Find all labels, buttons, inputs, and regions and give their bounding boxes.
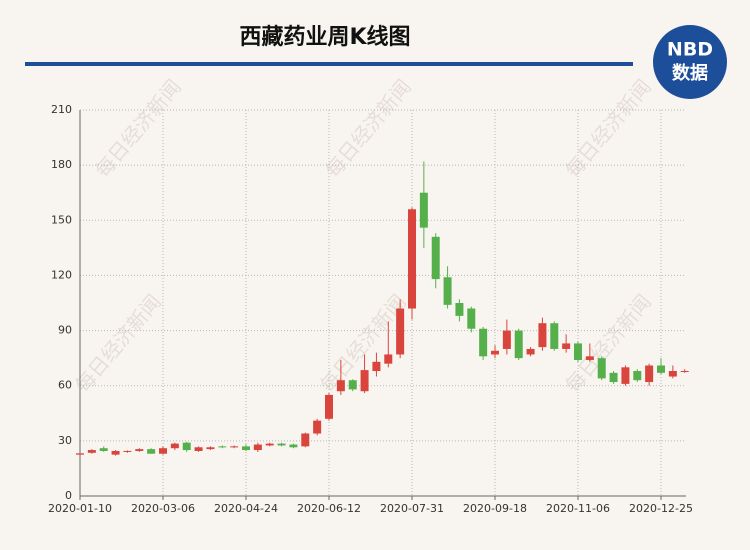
candle-body: [597, 358, 606, 379]
candle-body: [502, 330, 511, 349]
candle-body: [526, 348, 535, 355]
candle-body: [443, 277, 452, 305]
logo-top: NBD: [667, 39, 713, 61]
candle-body: [218, 446, 227, 448]
y-tick-label: 60: [58, 379, 72, 392]
y-tick-label: 180: [51, 158, 72, 171]
candle-body: [135, 449, 144, 451]
candle-body: [668, 371, 677, 377]
candle-body: [514, 330, 523, 359]
x-tick-label: 2020-07-31: [380, 502, 444, 515]
candle-body: [301, 433, 310, 447]
logo-bottom: 数据: [672, 62, 708, 84]
candle-body: [585, 356, 594, 360]
logo: [653, 25, 727, 99]
chart-title: 西藏药业周K线图: [239, 24, 410, 50]
candle-body: [265, 443, 274, 446]
x-tick-label: 2020-09-18: [463, 502, 527, 515]
candle-body: [372, 361, 381, 372]
candle-body: [396, 308, 405, 355]
x-tick-label: 2020-11-06: [546, 502, 610, 515]
candle-body: [550, 323, 559, 349]
candle-body: [99, 448, 108, 451]
candle-body: [431, 236, 440, 280]
candle-body: [360, 370, 369, 392]
y-tick-label: 210: [51, 103, 72, 116]
candle-body: [609, 372, 618, 383]
candle-body: [111, 450, 120, 455]
candle-body: [325, 394, 333, 419]
candle-body: [657, 365, 665, 373]
candle-body: [159, 448, 167, 454]
x-tick-label: 2020-12-25: [629, 502, 693, 515]
y-tick-label: 0: [65, 489, 72, 502]
candle-body: [206, 447, 215, 450]
candle-body: [408, 209, 416, 309]
candle-body: [194, 447, 203, 451]
candle-body: [313, 420, 322, 434]
candle-body: [182, 442, 191, 451]
candle-body: [147, 449, 156, 454]
y-tick-label: 120: [51, 268, 72, 281]
candle-body: [419, 192, 428, 228]
candle-body: [467, 308, 476, 329]
candle-body: [479, 328, 488, 357]
x-tick-label: 2020-04-24: [214, 502, 278, 515]
x-tick-label: 2020-01-10: [48, 502, 112, 515]
candle-body: [253, 444, 262, 451]
y-tick-label: 90: [58, 324, 72, 337]
candle-body: [538, 323, 547, 348]
candle-body: [574, 343, 582, 360]
candle-body: [621, 367, 630, 384]
candle-body: [230, 446, 239, 448]
candle-body: [123, 450, 132, 452]
title-rule: [25, 62, 633, 66]
candle-body: [491, 350, 499, 355]
candle-body: [562, 343, 571, 349]
candle-body: [289, 444, 298, 448]
x-tick-label: 2020-03-06: [131, 502, 195, 515]
candle-body: [384, 354, 393, 364]
candle-body: [680, 371, 689, 373]
candle-body: [87, 450, 96, 453]
candle-body: [455, 303, 464, 316]
y-tick-label: 30: [58, 434, 72, 447]
candle-body: [645, 365, 654, 383]
x-tick-label: 2020-06-12: [297, 502, 361, 515]
candle-body: [242, 446, 250, 451]
candle-body: [170, 443, 179, 449]
candle-body: [277, 443, 286, 446]
candle-body: [336, 380, 345, 392]
candle-body: [348, 380, 357, 390]
candle-body: [76, 453, 84, 455]
candle-body: [633, 371, 642, 381]
y-tick-label: 150: [51, 213, 72, 226]
